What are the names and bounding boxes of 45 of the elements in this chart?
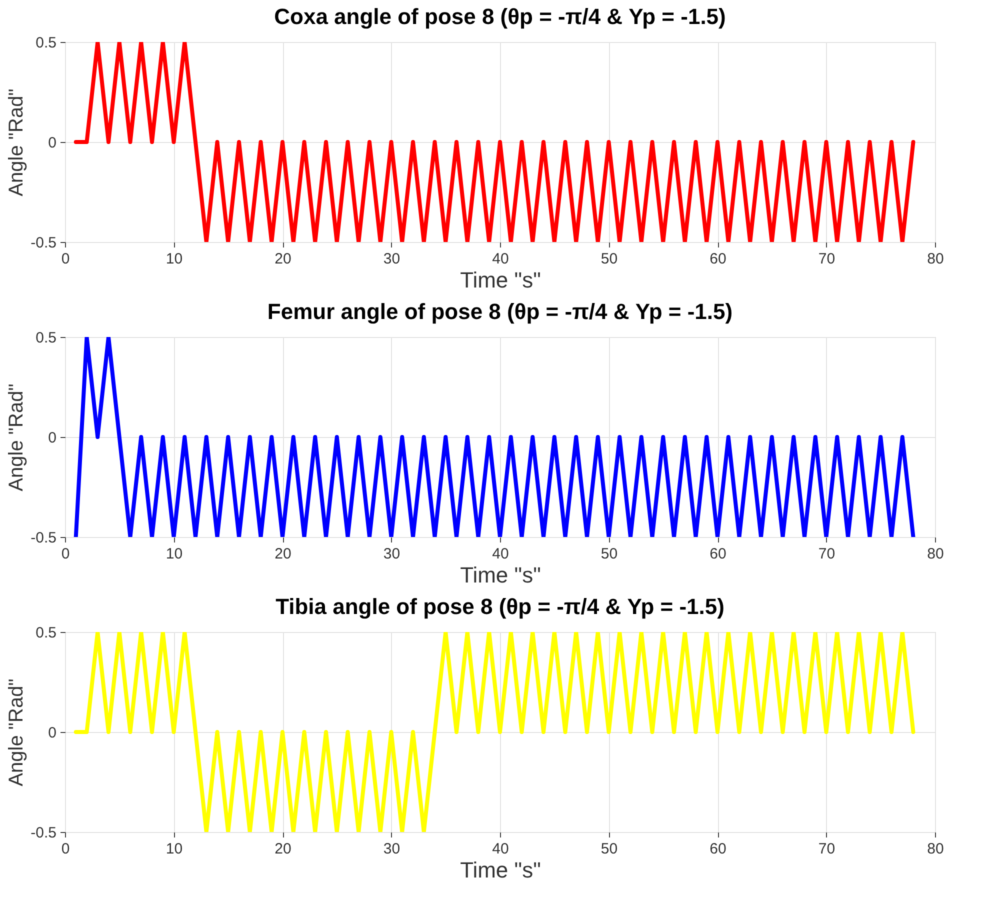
x-axis-title: Time "s" xyxy=(460,562,541,588)
x-tick-label: 80 xyxy=(927,250,944,268)
x-tick-label: 10 xyxy=(166,546,183,562)
x-axis-title: Time "s" xyxy=(460,268,541,292)
x-tick-label: 70 xyxy=(818,250,836,268)
x-tick-label: 80 xyxy=(927,840,944,858)
x-tick-label: 30 xyxy=(383,840,400,858)
x-tick-label: 40 xyxy=(492,250,509,268)
x-tick-label: 10 xyxy=(166,250,183,268)
x-tick-label: 0 xyxy=(61,250,70,268)
x-axis-title: Time "s" xyxy=(460,858,541,882)
x-tick-label: 50 xyxy=(600,546,618,562)
x-tick-label: 20 xyxy=(274,250,292,268)
x-tick-label: 0 xyxy=(61,840,70,858)
x-tick-label: 30 xyxy=(383,250,400,268)
chart-title: Coxa angle of pose 8 (θp = -π/4 & Yp = -1.5) xyxy=(274,4,726,29)
y-tick-label: -0.5 xyxy=(30,530,56,546)
y-axis-title: Angle "Rad" xyxy=(6,678,28,786)
x-tick-label: 60 xyxy=(710,250,726,268)
x-tick-label: 20 xyxy=(274,546,292,562)
y-tick-label: 0.5 xyxy=(36,624,56,642)
x-tick-label: 40 xyxy=(492,840,509,858)
x-tick-label: 30 xyxy=(383,546,400,562)
chart-title: Femur angle of pose 8 (θp = -π/4 & Yp = -1.5) xyxy=(267,299,733,324)
x-tick-label: 40 xyxy=(492,546,509,562)
x-tick-label: 70 xyxy=(818,546,836,562)
y-axis-title: Angle "Rad" xyxy=(6,88,28,196)
y-tick-label: 0.5 xyxy=(36,34,56,52)
y-tick-label: 0.5 xyxy=(36,330,56,346)
x-tick-label: 10 xyxy=(166,840,183,858)
x-tick-label: 60 xyxy=(710,840,726,858)
x-tick-label: 70 xyxy=(818,840,836,858)
y-tick-label: -0.5 xyxy=(30,824,56,842)
y-axis-title: Angle "Rad" xyxy=(6,384,28,492)
x-tick-label: 20 xyxy=(274,840,292,858)
x-tick-label: 50 xyxy=(600,250,618,268)
x-tick-label: 80 xyxy=(927,546,944,562)
y-tick-label: 0 xyxy=(48,134,56,152)
x-tick-label: 0 xyxy=(61,546,70,562)
chart-title: Tibia angle of pose 8 (θp = -π/4 & Yp = -1.5) xyxy=(276,594,724,619)
y-tick-label: -0.5 xyxy=(30,234,56,252)
y-tick-label: 0 xyxy=(48,430,56,446)
x-tick-label: 50 xyxy=(600,840,618,858)
x-tick-label: 60 xyxy=(710,546,726,562)
y-tick-label: 0 xyxy=(48,724,56,742)
